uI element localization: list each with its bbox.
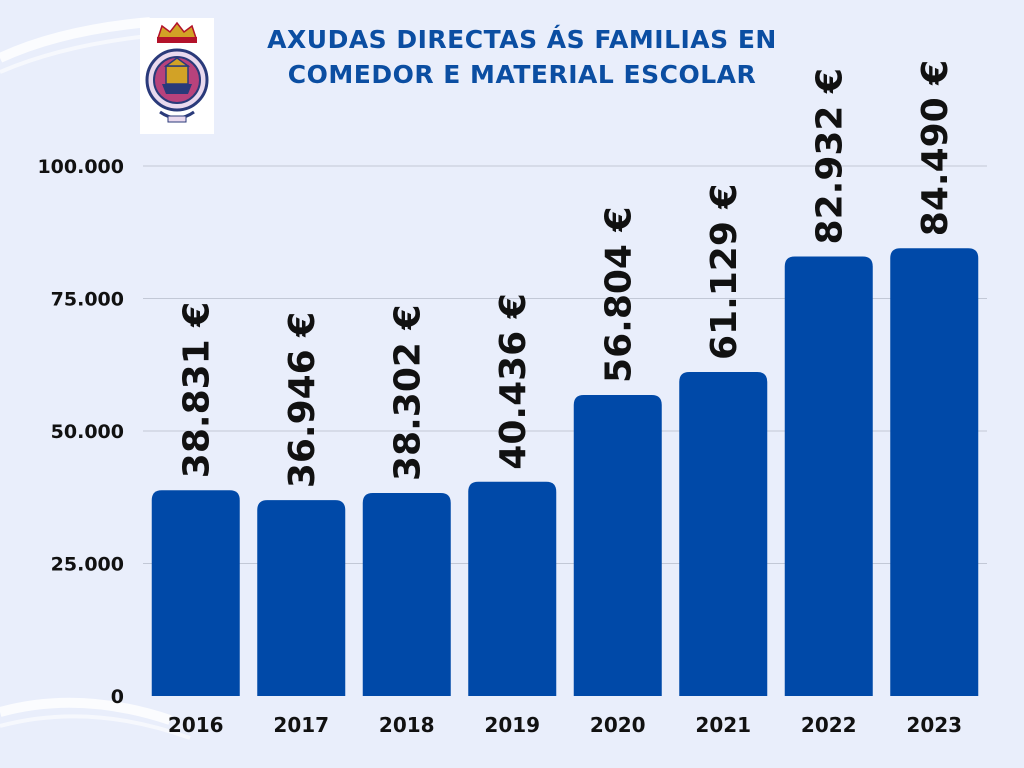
y-tick-label: 75.000 bbox=[51, 289, 124, 311]
y-tick-label: 0 bbox=[111, 686, 124, 708]
data-label: 61.129 € bbox=[704, 184, 745, 361]
x-tick-label: 2021 bbox=[695, 713, 751, 737]
chart-title: AXUDAS DIRECTAS ÁS FAMILIAS EN COMEDOR E… bbox=[222, 22, 822, 92]
y-tick-label: 50.000 bbox=[51, 421, 124, 443]
x-tick-label: 2018 bbox=[379, 713, 435, 737]
x-tick-label: 2022 bbox=[801, 713, 857, 737]
bar bbox=[151, 490, 240, 696]
x-tick-label: 2017 bbox=[273, 713, 329, 737]
bar bbox=[679, 372, 768, 696]
data-label: 38.831 € bbox=[177, 302, 218, 479]
chart-title-line-1: AXUDAS DIRECTAS ÁS FAMILIAS EN bbox=[267, 25, 777, 54]
x-tick-label: 2023 bbox=[906, 713, 962, 737]
municipal-coat-of-arms-icon bbox=[140, 18, 214, 134]
data-label: 82.932 € bbox=[810, 68, 851, 245]
data-label: 36.946 € bbox=[282, 312, 323, 489]
data-label: 38.302 € bbox=[388, 304, 429, 481]
bar bbox=[784, 256, 873, 696]
x-tick-label: 2020 bbox=[590, 713, 646, 737]
bar bbox=[890, 248, 979, 696]
y-tick-label: 100.000 bbox=[37, 156, 124, 178]
bar bbox=[573, 394, 662, 696]
data-label: 40.436 € bbox=[493, 293, 534, 470]
x-tick-label: 2016 bbox=[168, 713, 224, 737]
data-label: 84.490 € bbox=[915, 60, 956, 237]
bar bbox=[257, 500, 346, 696]
y-tick-label: 25.000 bbox=[51, 554, 124, 576]
chart-title-line-2: COMEDOR E MATERIAL ESCOLAR bbox=[287, 60, 757, 89]
bar bbox=[468, 481, 557, 696]
x-tick-label: 2019 bbox=[484, 713, 540, 737]
bar bbox=[362, 492, 451, 696]
data-label: 56.804 € bbox=[599, 206, 640, 383]
